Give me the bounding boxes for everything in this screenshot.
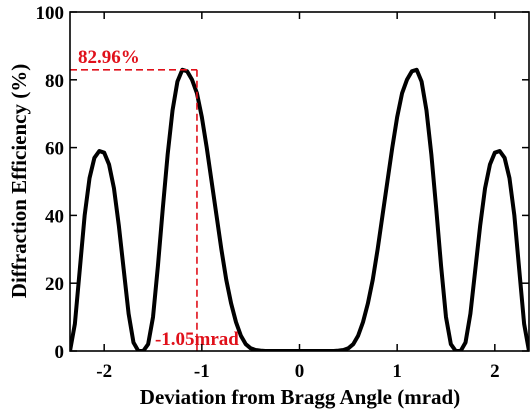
x-tick-label: -2	[96, 361, 112, 382]
series-line-0	[70, 67, 529, 351]
y-tick-label: 40	[45, 206, 64, 227]
y-axis-title: Diffraction Efficiency (%)	[7, 64, 31, 298]
peak-angle-label: -1.05mrad	[155, 329, 239, 350]
y-tick-label: 0	[55, 342, 65, 363]
x-axis-title: Deviation from Bragg Angle (mrad)	[140, 385, 460, 409]
peak-efficiency-label: 82.96%	[78, 47, 140, 68]
x-tick-label: 0	[295, 361, 305, 382]
x-tick-label: 1	[392, 361, 402, 382]
y-tick-label: 100	[36, 3, 65, 24]
plot-area: 82.96% -1.05mrad	[70, 47, 529, 351]
y-tick-label: 80	[45, 71, 64, 92]
x-tick-label: 2	[490, 361, 500, 382]
y-tick-label: 20	[45, 274, 64, 295]
x-tick-label: -1	[194, 361, 210, 382]
y-tick-label: 60	[45, 139, 64, 160]
